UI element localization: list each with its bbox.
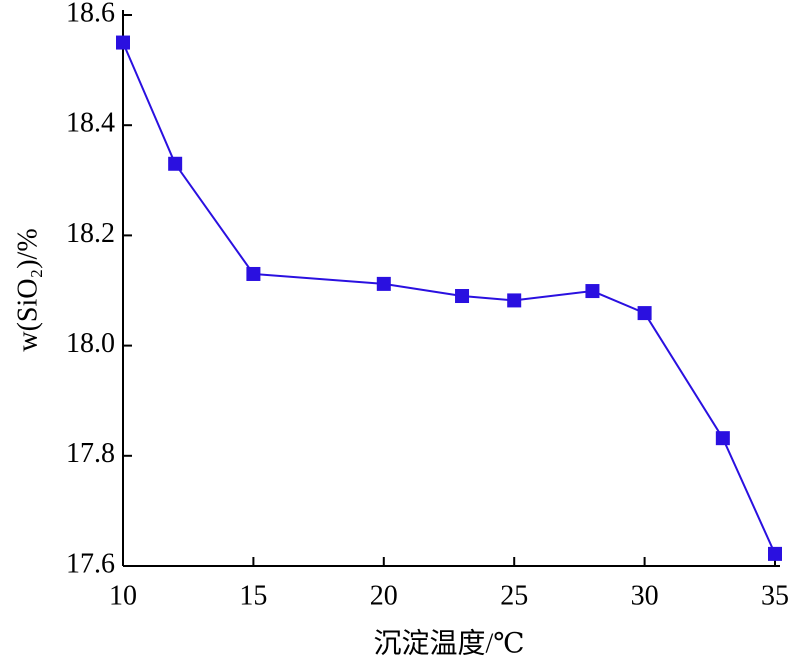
data-point xyxy=(507,293,522,308)
y-tick-label: 17.8 xyxy=(66,438,115,469)
y-tick-label: 18.2 xyxy=(66,218,115,249)
x-tick-label: 20 xyxy=(370,580,398,611)
data-point xyxy=(116,35,130,50)
y-tick-label: 17.6 xyxy=(66,548,115,579)
data-point xyxy=(585,284,600,299)
data-point xyxy=(246,266,261,281)
data-point xyxy=(715,431,730,446)
x-tick-label: 30 xyxy=(631,580,659,611)
y-tick-label: 18.4 xyxy=(66,108,115,139)
x-tick-label: 10 xyxy=(109,580,137,611)
data-point xyxy=(455,289,470,304)
y-axis-label: w(SiO₂)/% xyxy=(12,228,43,351)
x-tick-label: 35 xyxy=(761,580,789,611)
data-point xyxy=(637,306,652,321)
y-tick-label: 18.6 xyxy=(66,0,115,28)
data-point xyxy=(168,156,183,171)
data-point xyxy=(376,276,391,291)
data-line xyxy=(122,42,776,555)
x-axis-label: 沉淀温度/℃ xyxy=(373,627,524,659)
x-tick-label: 15 xyxy=(239,580,267,611)
x-tick-label: 25 xyxy=(500,580,528,611)
data-point xyxy=(768,546,782,561)
y-tick-label: 18.0 xyxy=(66,328,115,359)
